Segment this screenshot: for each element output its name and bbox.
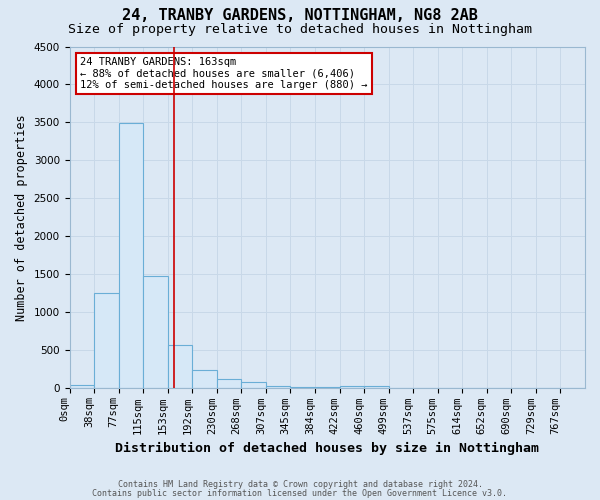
Text: Contains public sector information licensed under the Open Government Licence v3: Contains public sector information licen… [92,489,508,498]
Bar [119,123,143,388]
Bar [241,382,266,388]
Bar [94,293,119,388]
Bar [266,386,290,388]
Bar [143,276,168,388]
Bar [340,386,364,388]
Text: 24 TRANBY GARDENS: 163sqm
← 88% of detached houses are smaller (6,406)
12% of se: 24 TRANBY GARDENS: 163sqm ← 88% of detac… [80,57,367,90]
Text: Contains HM Land Registry data © Crown copyright and database right 2024.: Contains HM Land Registry data © Crown c… [118,480,482,489]
Text: Size of property relative to detached houses in Nottingham: Size of property relative to detached ho… [68,22,532,36]
Bar [290,387,315,388]
Text: 24, TRANBY GARDENS, NOTTINGHAM, NG8 2AB: 24, TRANBY GARDENS, NOTTINGHAM, NG8 2AB [122,8,478,22]
Bar [70,384,94,388]
Y-axis label: Number of detached properties: Number of detached properties [15,114,28,321]
X-axis label: Distribution of detached houses by size in Nottingham: Distribution of detached houses by size … [115,442,539,455]
Bar [315,387,340,388]
Bar [192,370,217,388]
Bar [217,378,241,388]
Bar [364,386,389,388]
Bar [168,345,192,389]
